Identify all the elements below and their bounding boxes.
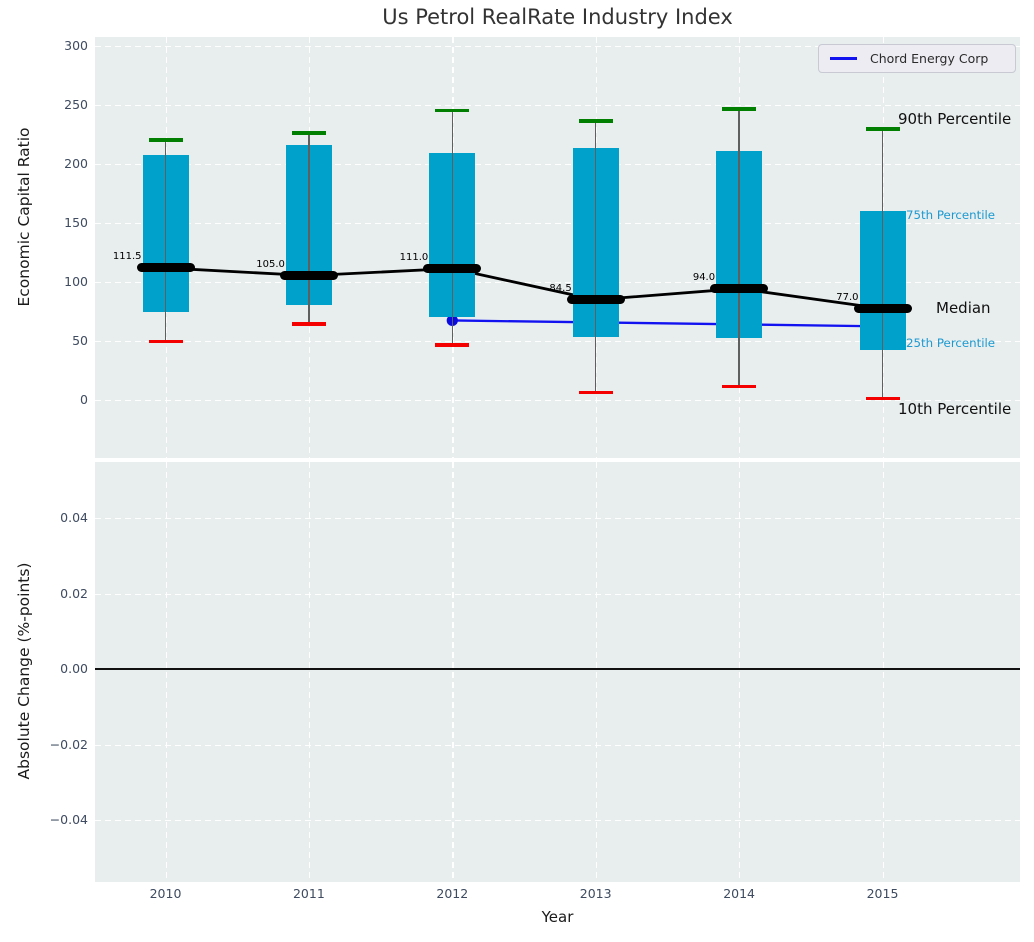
p90-marker-2014: [722, 107, 757, 111]
y-tick-label: 250: [64, 96, 88, 112]
p10-marker-2015: [865, 396, 900, 401]
gridline-h: [95, 281, 1020, 283]
legend-label: Chord Energy Corp: [870, 51, 989, 66]
gridline-h: [95, 163, 1020, 165]
gridline-h: [95, 45, 1020, 47]
p10-marker-2013: [578, 390, 613, 395]
whisker-2012: [451, 110, 453, 346]
gridline-v: [739, 462, 741, 882]
annotation-10th-percentile: 10th Percentile: [898, 400, 1012, 419]
x-tick-label: 2010: [149, 886, 182, 901]
median-marker-2010: [136, 263, 195, 273]
median-value-label-2015: 77.0: [836, 291, 859, 303]
whisker-2014: [738, 109, 740, 387]
y-tick-label: 0.02: [60, 585, 88, 601]
x-tick-label: 2013: [579, 886, 612, 901]
annotation-25th-percentile: 25th Percentile: [906, 335, 996, 350]
y-tick-label: 200: [64, 155, 88, 171]
p90-marker-2013: [578, 119, 613, 123]
whisker-2015: [881, 129, 884, 399]
median-value-label-2010: 111.5: [112, 250, 142, 262]
p90-marker-2010: [148, 138, 183, 142]
p90-marker-2011: [291, 131, 326, 135]
p10-marker-2014: [722, 384, 757, 389]
median-value-label-2013: 84.5: [549, 282, 572, 294]
gridline-h: [95, 593, 1020, 595]
annotation-90th-percentile: 90th Percentile: [898, 110, 1012, 129]
gridline-v: [882, 462, 884, 882]
chart-title: Us Petrol RealRate Industry Index: [382, 5, 733, 29]
gridline-h: [95, 340, 1020, 342]
gridline-h: [95, 104, 1020, 106]
company-line: [452, 319, 883, 328]
median-marker-2013: [566, 295, 625, 305]
gridline-h: [95, 518, 1020, 520]
legend-line-sample: [830, 57, 857, 60]
whisker-2013: [595, 121, 597, 393]
x-tick-label: 2015: [866, 886, 899, 901]
median-value-label-2011: 105.0: [256, 258, 285, 270]
x-tick-label: 2011: [292, 886, 325, 901]
gridline-v: [452, 462, 454, 882]
zero-change-line: [95, 668, 1020, 670]
p90-marker-2015: [865, 127, 900, 132]
gridline-v: [308, 462, 311, 882]
median-marker-2014: [710, 284, 769, 294]
y-tick-label: 0: [80, 391, 88, 407]
p90-marker-2012: [435, 108, 470, 113]
bottom-plot-area: [95, 462, 1020, 882]
annotation-median: Median: [936, 298, 991, 317]
y-tick-label: 50: [72, 332, 88, 348]
y-tick-label: −0.04: [49, 812, 88, 827]
p10-marker-2010: [148, 339, 183, 344]
median-marker-2011: [279, 271, 338, 281]
p10-marker-2012: [435, 343, 470, 347]
y-tick-label: −0.02: [49, 736, 88, 752]
gridline-v: [595, 462, 598, 882]
p10-marker-2011: [291, 322, 326, 326]
legend: Chord Energy Corp: [818, 44, 1016, 73]
whisker-2010: [164, 139, 167, 342]
gridline-h: [95, 820, 1020, 822]
gridline-h: [95, 399, 1020, 401]
median-marker-2012: [423, 264, 482, 274]
gridline-v: [165, 462, 167, 882]
median-value-label-2014: 94.0: [692, 271, 716, 283]
y-tick-label: 100: [64, 273, 88, 289]
x-tick-label: 2014: [723, 886, 755, 901]
x-tick-label: 2012: [436, 886, 469, 901]
y-tick-label: 0.00: [60, 661, 88, 676]
median-marker-2015: [853, 304, 912, 314]
y-tick-label: 0.04: [60, 510, 88, 525]
y-tick-label: 150: [64, 214, 88, 230]
gridline-h: [95, 744, 1020, 746]
gridline-h: [95, 222, 1020, 224]
y-tick-label: 300: [64, 37, 88, 53]
whisker-2011: [308, 132, 310, 324]
x-axis-label: Year: [541, 908, 574, 926]
median-value-label-2012: 111.0: [399, 251, 429, 263]
annotation-75th-percentile: 75th Percentile: [906, 207, 996, 222]
